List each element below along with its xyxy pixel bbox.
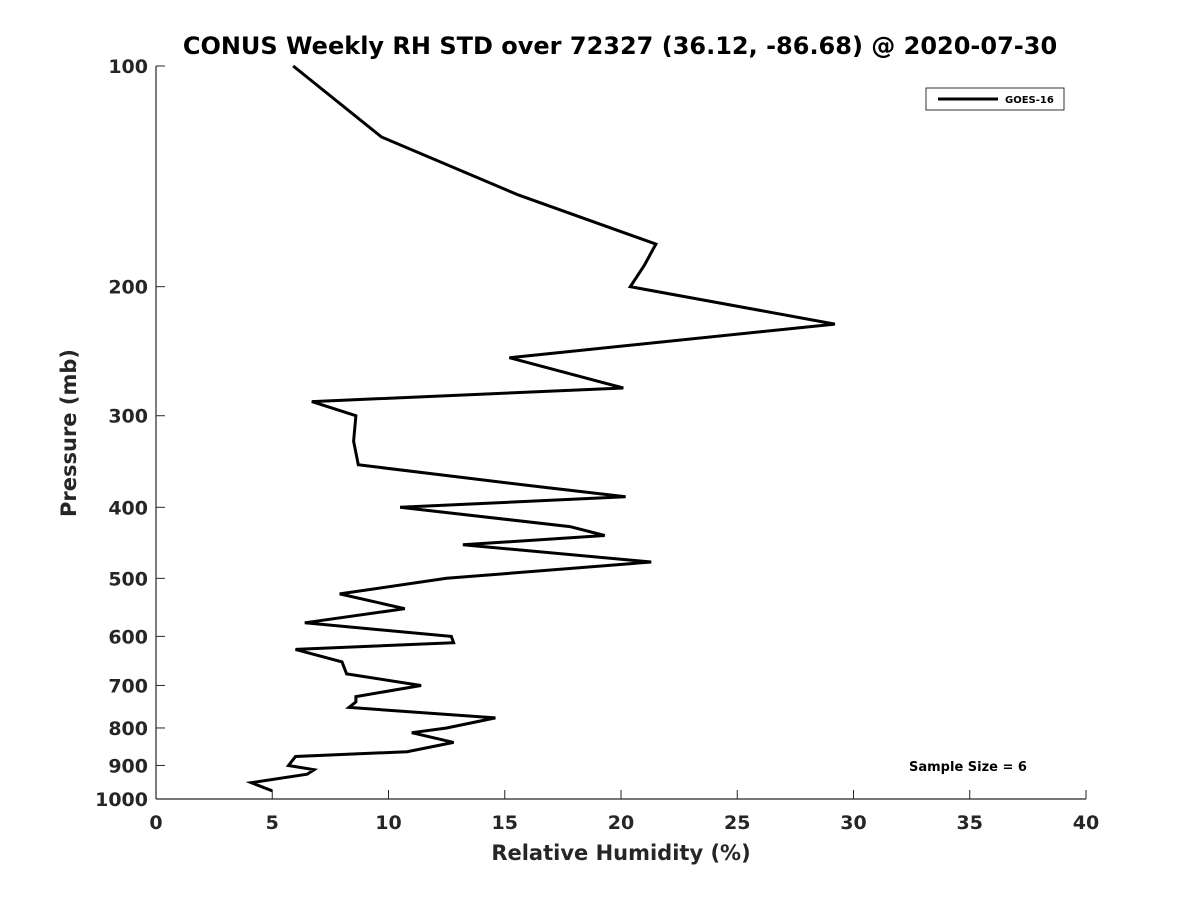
y-tick-label: 800 bbox=[108, 718, 148, 740]
x-axis-ticks: 0 5 10 15 20 25 30 35 40 bbox=[149, 790, 1099, 834]
x-tick-label: 25 bbox=[724, 812, 750, 834]
series-line-goes-16 bbox=[245, 64, 836, 793]
x-tick-label: 10 bbox=[375, 812, 401, 834]
x-tick-label: 20 bbox=[608, 812, 634, 834]
chart-title: CONUS Weekly RH STD over 72327 (36.12, -… bbox=[183, 32, 1057, 60]
x-tick-label: 15 bbox=[492, 812, 518, 834]
x-tick-label: 35 bbox=[957, 812, 983, 834]
legend-label-goes16: GOES-16 bbox=[1005, 95, 1054, 106]
y-tick-label: 300 bbox=[108, 406, 148, 428]
y-axis-label: Pressure (mb) bbox=[57, 349, 81, 517]
x-tick-label: 40 bbox=[1073, 812, 1099, 834]
y-tick-label: 900 bbox=[108, 755, 148, 777]
y-tick-label: 1000 bbox=[95, 789, 148, 811]
y-tick-label: 200 bbox=[108, 277, 148, 299]
sample-size-annotation: Sample Size = 6 bbox=[909, 760, 1027, 775]
x-tick-label: 5 bbox=[266, 812, 279, 834]
y-tick-label: 500 bbox=[108, 568, 148, 590]
x-tick-label: 30 bbox=[840, 812, 866, 834]
legend: GOES-16 bbox=[925, 87, 1065, 111]
plot-area bbox=[155, 66, 1086, 800]
y-axis-ticks: 100 200 300 400 500 600 700 800 900 1000 bbox=[95, 56, 165, 811]
y-tick-label: 100 bbox=[108, 56, 148, 78]
y-tick-label: 600 bbox=[108, 626, 148, 648]
y-tick-label: 700 bbox=[108, 675, 148, 697]
x-tick-label: 0 bbox=[149, 812, 162, 834]
series-layer bbox=[245, 64, 836, 793]
x-axis-label: Relative Humidity (%) bbox=[491, 841, 750, 865]
y-tick-label: 400 bbox=[108, 497, 148, 519]
